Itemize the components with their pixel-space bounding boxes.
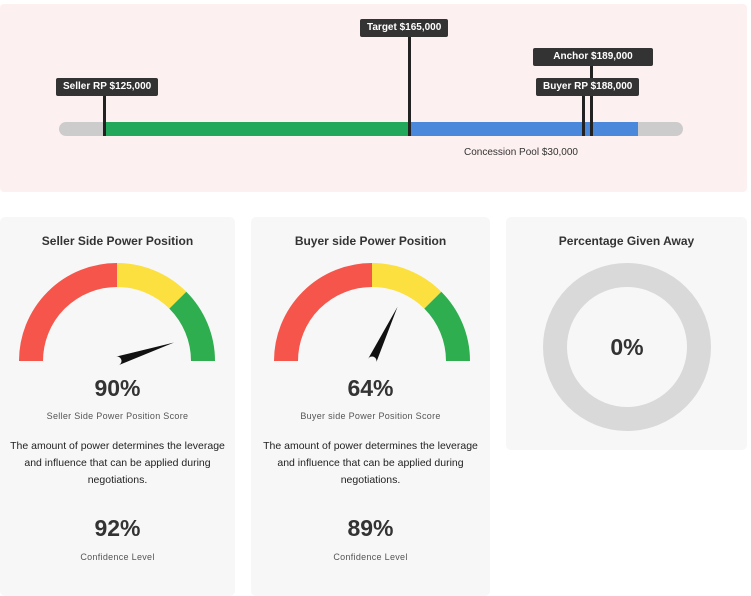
seller-gauge-band-yellow	[116, 263, 187, 309]
buyer-rp-tag: Buyer RP $188,000	[536, 78, 640, 96]
buyer-power-card: Buyer side Power Position 64% Buyer side…	[251, 217, 490, 596]
buyer-power-gauge	[274, 263, 470, 363]
anchor-marker	[590, 65, 593, 136]
target-tag: Target $165,000	[360, 19, 449, 37]
seller-score-label: Seller Side Power Position Score	[46, 411, 189, 421]
seller-gauge-band-red	[19, 263, 118, 362]
seller-gauge-band-green	[169, 291, 215, 362]
seller-rp-tag: Seller RP $125,000	[56, 78, 159, 96]
buyer-gauge-band-green	[424, 291, 470, 362]
seller-rp-marker	[103, 94, 106, 136]
concession-pool-label: Concession Pool $30,000	[464, 147, 578, 158]
buyer-score-label: Buyer side Power Position Score	[300, 411, 441, 421]
seller-power-gauge	[19, 263, 215, 366]
buyer-description: The amount of power determines the lever…	[263, 440, 478, 486]
negotiation-range-panel: Seller RP $125,000 Target $165,000 Ancho…	[0, 4, 747, 192]
seller-description: The amount of power determines the lever…	[10, 440, 225, 486]
buyer-score-value: 64%	[347, 375, 394, 401]
seller-to-target-segment	[104, 122, 410, 136]
buyer-confidence-label: Confidence Level	[333, 552, 408, 562]
anchor-tag: Anchor $189,000	[533, 48, 653, 66]
buyer-gauge-band-yellow	[371, 263, 442, 309]
percentage-value: 0%	[610, 334, 644, 360]
seller-power-card: Seller Side Power Position 90% Seller Si…	[0, 217, 235, 596]
target-marker	[408, 36, 411, 136]
percentage-card-title: Percentage Given Away	[558, 234, 695, 248]
percentage-donut: 0%	[543, 263, 711, 431]
buyer-gauge-band-red	[274, 263, 373, 362]
seller-confidence-value: 92%	[94, 515, 141, 541]
buyer-card-title: Buyer side Power Position	[294, 234, 447, 248]
buyer-gauge-needle	[367, 306, 398, 363]
seller-score-value: 90%	[94, 375, 141, 401]
seller-gauge-needle	[115, 342, 175, 366]
seller-confidence-label: Confidence Level	[80, 552, 155, 562]
target-to-buyer-segment	[410, 122, 638, 136]
percentage-given-away-card: Percentage Given Away 0%	[506, 217, 747, 450]
buyer-rp-marker	[582, 94, 585, 136]
buyer-confidence-value: 89%	[347, 515, 394, 541]
seller-card-title: Seller Side Power Position	[41, 234, 194, 248]
